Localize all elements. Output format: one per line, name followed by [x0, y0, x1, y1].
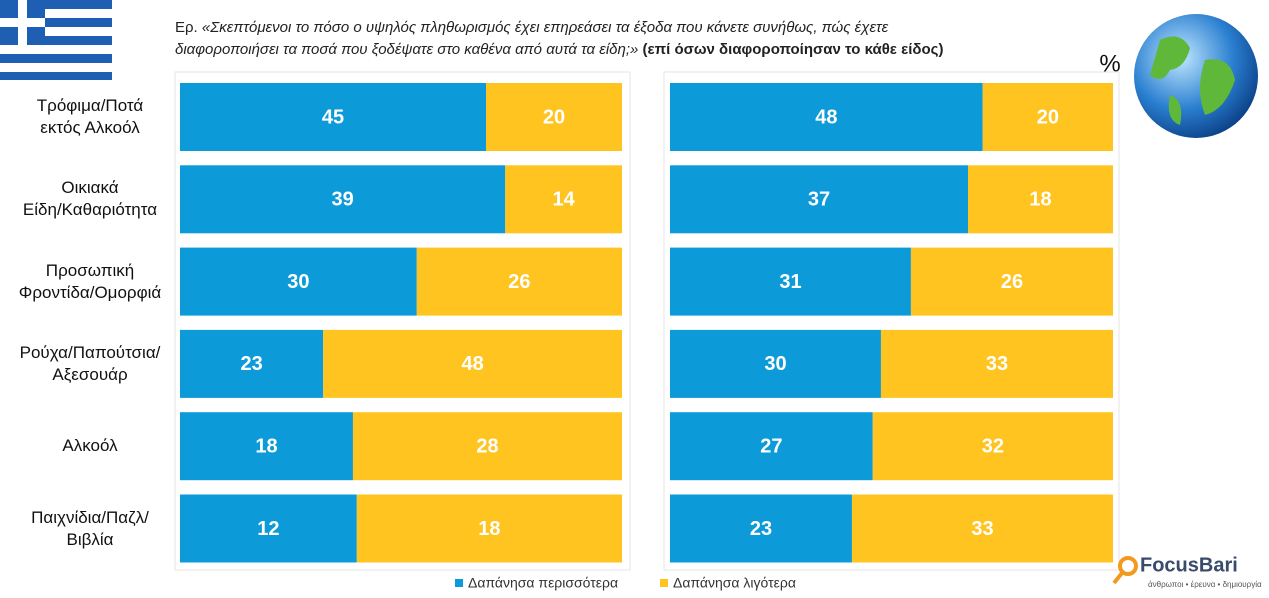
legend-swatch: [455, 579, 463, 587]
bar-segment: [670, 165, 969, 234]
category-label: Τρόφιμα/Ποτά εκτός Αλκοόλ: [36, 96, 144, 137]
unit-label: %: [1099, 50, 1120, 77]
panel-frame: [174, 71, 631, 571]
value-label: 30: [764, 353, 786, 375]
bar-segment: [486, 83, 622, 151]
logo-text: FocusBari: [1140, 554, 1238, 576]
value-label: 32: [982, 435, 1004, 457]
question-line: διαφοροποιήσει τα ποσά που ξοδέψατε στο …: [175, 41, 638, 58]
bar-segment: [982, 83, 1113, 151]
bar-segment: [670, 83, 983, 151]
bar-segment: [505, 165, 622, 234]
value-label: 30: [287, 271, 309, 293]
bar-segment: [872, 412, 1113, 481]
category-label: Αλκοόλ: [62, 436, 118, 456]
value-label: 31: [779, 271, 801, 293]
value-label: 14: [552, 189, 575, 211]
question-prefix: Ερ.: [175, 19, 198, 36]
category-label: Παιχνίδια/Παζλ/ Βιβλία: [31, 507, 149, 549]
value-label: 12: [257, 518, 279, 540]
bar-segment: [180, 329, 324, 398]
bar-segment: [880, 329, 1113, 398]
value-label: 37: [808, 189, 830, 211]
category-label: Προσωπική Φροντίδα/Ομορφιά: [18, 260, 162, 302]
bar-segment: [670, 412, 873, 481]
logo-tagline: άνθρωποι • έρευνα • δημιουργία: [1148, 580, 1262, 589]
bar-segment: [910, 247, 1113, 316]
legend-label: Δαπάνησα περισσότερα: [468, 575, 618, 591]
bar-segment: [180, 165, 506, 234]
bar-segment: [416, 247, 622, 316]
question: Ερ. «Σκεπτόμενοι το πόσο ο υψηλός πληθωρ…: [175, 19, 889, 36]
question-note: (επί όσων διαφοροποίησαν το κάθε είδος): [643, 41, 944, 58]
value-label: 18: [478, 518, 500, 540]
bar-segment: [180, 412, 353, 481]
bar-segment: [180, 247, 417, 316]
value-label: 39: [331, 189, 353, 211]
value-label: 20: [1037, 106, 1059, 128]
question-line: «Σκεπτόμενοι το πόσο ο υψηλός πληθωρισμό…: [202, 19, 889, 36]
value-label: 18: [1029, 189, 1051, 211]
legend-label: Δαπάνησα λιγότερα: [673, 575, 796, 591]
bar-segment: [670, 329, 881, 398]
value-label: 27: [760, 435, 782, 457]
bar-segment: [968, 165, 1113, 234]
category-label: Ρούχα/Παπούτσια/ Αξεσουάρ: [19, 342, 161, 384]
greek-flag: [0, 0, 112, 80]
value-label: 28: [476, 435, 498, 457]
value-label: 26: [1001, 271, 1023, 293]
value-label: 23: [750, 518, 772, 540]
bar-segment: [180, 494, 357, 563]
value-label: 33: [971, 518, 993, 540]
bar-segment: [851, 494, 1113, 563]
value-label: 20: [543, 106, 565, 128]
value-label: 48: [815, 106, 837, 128]
value-label: 45: [322, 106, 344, 128]
bar-segment: [323, 329, 622, 398]
value-label: 33: [986, 353, 1008, 375]
category-label: Οικιακά Είδη/Καθαριότητα: [22, 178, 158, 220]
bar-segment: [180, 83, 486, 151]
bar-segment: [670, 247, 911, 316]
bar-segment: [356, 494, 622, 563]
globe: [1134, 14, 1258, 138]
question: διαφοροποιήσει τα ποσά που ξοδέψατε στο …: [175, 41, 943, 58]
value-label: 23: [240, 353, 262, 375]
value-label: 26: [508, 271, 530, 293]
value-label: 48: [461, 353, 483, 375]
panel-frame: [663, 71, 1120, 571]
bar-segment: [352, 412, 622, 481]
value-label: 18: [255, 435, 277, 457]
bar-segment: [670, 494, 852, 563]
logo: FocusBari άνθρωποι • έρευνα • δημιουργία: [1112, 554, 1262, 589]
legend-swatch: [660, 579, 668, 587]
